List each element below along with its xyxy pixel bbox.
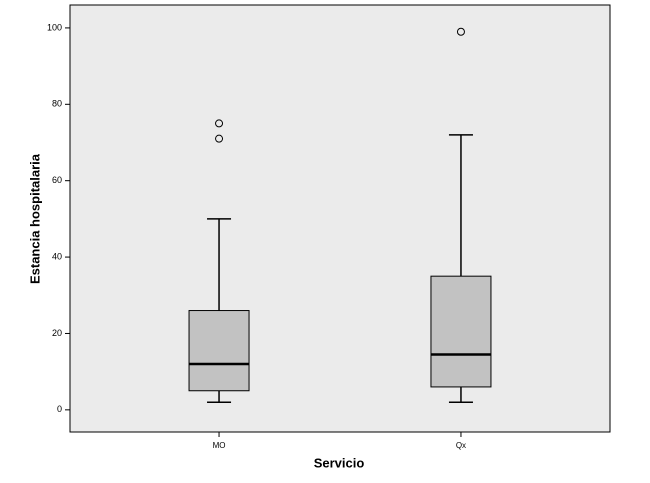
outlier [456, 27, 465, 36]
x-tick-label: MO [213, 441, 226, 450]
y-axis-label: Estancia hospitalaria [27, 153, 42, 284]
x-tick-label: Qx [456, 441, 466, 450]
y-tick-label: 20 [52, 328, 62, 338]
x-axis-label: Servicio [314, 455, 365, 470]
y-tick-label: 40 [52, 251, 62, 261]
outlier [215, 134, 224, 143]
plot-area [69, 4, 611, 433]
y-tick-label: 60 [52, 175, 62, 185]
y-tick-label: 0 [57, 404, 62, 414]
outlier [215, 119, 224, 128]
y-tick-label: 100 [47, 22, 62, 32]
box [430, 275, 492, 388]
y-tick-label: 80 [52, 99, 62, 109]
box [188, 310, 250, 392]
